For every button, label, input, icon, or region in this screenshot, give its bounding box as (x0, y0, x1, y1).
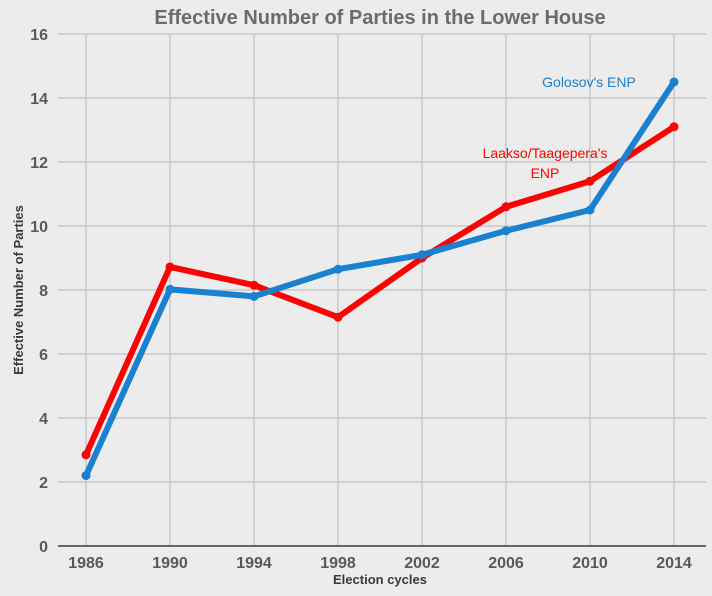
x-tick-label: 2014 (656, 555, 692, 572)
series-annotations: Laakso/Taagepera's ENP Golosov's ENP (483, 74, 636, 181)
x-axis-label: Election cycles (333, 572, 427, 587)
series-annotation-1: Golosov's ENP (542, 74, 636, 90)
series-0-point (585, 176, 595, 186)
y-tick-label: 10 (30, 219, 48, 236)
series-1-point (585, 205, 595, 215)
x-tick-label: 2006 (488, 555, 524, 572)
series-annotation-0: ENP (531, 165, 560, 181)
x-tick-label: 2002 (404, 555, 440, 572)
grid (58, 33, 706, 546)
x-tick-label: 2010 (572, 555, 608, 572)
series-layer (81, 77, 679, 481)
y-axis-label: Effective Number of Parties (11, 205, 26, 375)
y-tick-label: 14 (30, 91, 48, 108)
series-1-point (81, 471, 91, 481)
x-tick-label: 1994 (236, 555, 272, 572)
series-1-point (417, 250, 427, 260)
series-0-point (81, 450, 91, 460)
x-tick-label: 1986 (68, 555, 104, 572)
series-0-point (249, 280, 259, 290)
x-tick-label: 1998 (320, 555, 356, 572)
series-1-point (669, 77, 679, 87)
series-line-1 (83, 79, 677, 479)
series-0-point (669, 122, 679, 132)
series-0-point (333, 312, 343, 322)
series-0-point (501, 202, 511, 212)
series-1-point (249, 291, 259, 301)
series-1-point (165, 284, 175, 294)
series-1-point (501, 226, 511, 236)
series-1-point (333, 264, 343, 274)
chart-title: Effective Number of Parties in the Lower… (154, 7, 605, 29)
series-annotation-0: Laakso/Taagepera's (483, 145, 608, 161)
x-tick-label: 1990 (152, 555, 188, 572)
series-0-point (165, 262, 175, 272)
y-tick-label: 0 (39, 539, 48, 556)
y-tick-label: 12 (30, 155, 48, 172)
series-line-0 (83, 123, 677, 458)
axes: 0 2 4 6 8 10 12 14 16 1986 1990 1994 1998 2002 2006 201… (30, 27, 706, 572)
y-tick-label: 6 (39, 347, 48, 364)
y-tick-label: 4 (39, 411, 48, 428)
y-tick-label: 2 (39, 475, 48, 492)
y-tick-label: 16 (30, 27, 48, 44)
y-tick-label: 8 (39, 283, 48, 300)
